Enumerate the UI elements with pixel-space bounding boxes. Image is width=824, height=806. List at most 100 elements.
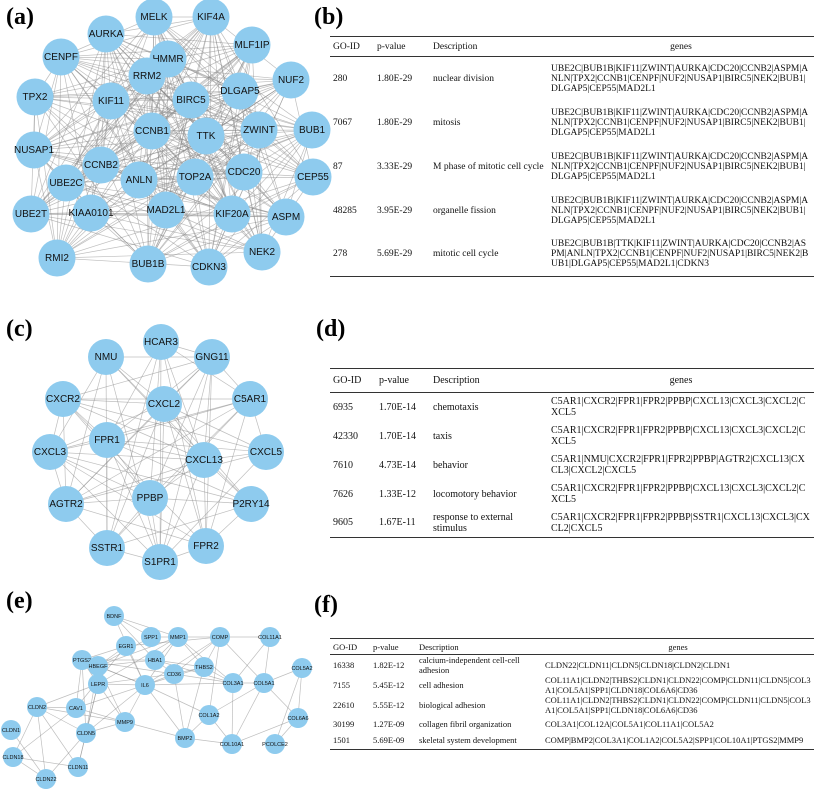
node-nek2 [243,233,281,271]
header-description: Description [433,41,478,52]
network-edge [159,356,213,563]
genes-cell: UBE2C|BUB1B|KIF11|ZWINT|AURKA|CDC20|CCNB… [551,151,809,182]
network-a-group: MELK KIF4A AURKA MLF1IP CENPF HMMR RRM2 NUF2 TPX… [12,0,332,286]
node-ttk [187,117,225,155]
node-label: CLDN18 [2,755,23,761]
network-edge [154,659,234,684]
network-edge [106,341,162,441]
table-row: 30199 1.27E-09 collagen fibril organizatio… [330,715,814,732]
description-cell: locomotory behavior [433,488,517,500]
node-label: TOP2A [179,172,212,183]
node-top2a [176,158,214,196]
description-cell: cell adhesion [419,680,464,690]
p-value-cell: 1.70E-14 [379,430,416,442]
network-edge [144,684,186,739]
go-id-cell: 7067 [333,117,352,128]
network-edge [60,56,196,178]
node-label: ZWINT [243,125,275,136]
network-edge [10,729,47,780]
network-edge [106,341,162,549]
network-edge [33,130,153,151]
network-edge [62,398,267,453]
node-nusap1 [15,131,53,169]
node-label: ASPM [272,212,300,223]
node-cxcl13 [186,442,222,478]
network-edge [56,176,314,259]
node-col11a1 [260,627,280,647]
node-label: CCNB1 [135,126,169,137]
node-label: COL5A1 [253,681,274,687]
node-col5a1 [254,673,274,693]
node-label: CENPF [44,52,78,63]
go-table-f: GO-ID p-value Description genes 16338 1.8… [330,638,814,750]
genes-cell: C5AR1|CXCR2|FPR1|FPR2|PPBP|SSTR1|CXCL13|… [551,511,810,534]
node-hcar3 [143,324,179,360]
node-mad2l1 [147,191,185,229]
p-value-cell: 1.33E-12 [379,488,416,500]
network-edge [151,79,292,132]
node-mlf1ip [233,26,271,64]
node-cxcl5 [248,434,284,470]
network-edge [60,16,212,58]
node-ube2c [47,164,85,202]
table-row: 87 3.33E-29 M phase of mitotic cell cycle U… [330,145,814,189]
network-edge [163,403,267,453]
network-edge [100,164,245,173]
network-edge [33,16,212,151]
network-edge [106,398,251,441]
p-value-cell: 5.69E-09 [373,735,405,746]
description-cell: response to external stimulus [433,511,513,534]
table-row: 7610 4.73E-14 behavior C5AR1|NMU|CXCR2|FPR1… [330,451,814,480]
genes-cell: UBE2C|BUB1B|KIF11|ZWINT|AURKA|CDC20|CCNB… [551,195,809,226]
network-edge [151,130,314,178]
network-edge [147,216,287,265]
network-edge [167,58,196,178]
p-value-cell: 5.55E-12 [373,700,405,710]
node-label: RRM2 [133,71,162,82]
network-edge [159,459,205,563]
p-value-cell: 1.80E-29 [377,117,413,128]
node-cd36 [164,664,184,684]
network-edge [208,90,241,268]
p-value-cell: 3.95E-29 [377,205,413,216]
node-rmi2 [38,239,76,277]
node-label: CLDN11 [68,765,89,771]
network-edge [62,356,213,400]
table-row: 7155 5.45E-12 cell adhesion COL11A1|CLDN2|T… [330,675,814,695]
node-label: CAV1 [69,706,83,712]
node-label: TPX2 [22,92,47,103]
network-edge [138,129,260,181]
table-row: 1501 5.69E-09 skeletal system development C… [330,732,814,749]
node-lepr [88,674,108,694]
node-label: CEP55 [297,172,329,183]
node-label: BIRC5 [176,95,206,106]
genes-cell: C5AR1|CXCR2|FPR1|FPR2|PPBP|CXCL13|CXCL3|… [551,425,806,447]
network-edge [65,459,205,505]
p-value-cell: 5.45E-12 [373,680,405,690]
network-edge [231,717,299,745]
node-cldn1 [1,720,21,740]
node-label: MLF1IP [234,40,269,51]
node-label: COL5A2 [291,666,312,672]
network-edge [208,682,265,716]
node-label: UBE2C [49,178,82,189]
description-cell: mitosis [433,117,461,128]
go-id-cell: 278 [333,249,348,260]
network-edge [160,341,205,461]
node-label: TTK [197,131,216,142]
node-bub1 [293,111,331,149]
node-fpr1 [89,422,125,458]
network-edge [105,356,252,505]
node-label: CCNB2 [84,160,118,171]
node-label: COL1A2 [198,713,219,719]
network-edge [34,96,58,259]
description-cell: M phase of mitotic cell cycle [433,161,544,172]
network-edge [219,636,265,684]
node-cep55 [294,158,332,196]
header-p-value: p-value [373,641,399,652]
description-cell: taxis [433,430,452,442]
node-pcolce2 [265,734,285,754]
node-label: CXCL3 [34,447,67,458]
node-kif11 [92,82,130,120]
